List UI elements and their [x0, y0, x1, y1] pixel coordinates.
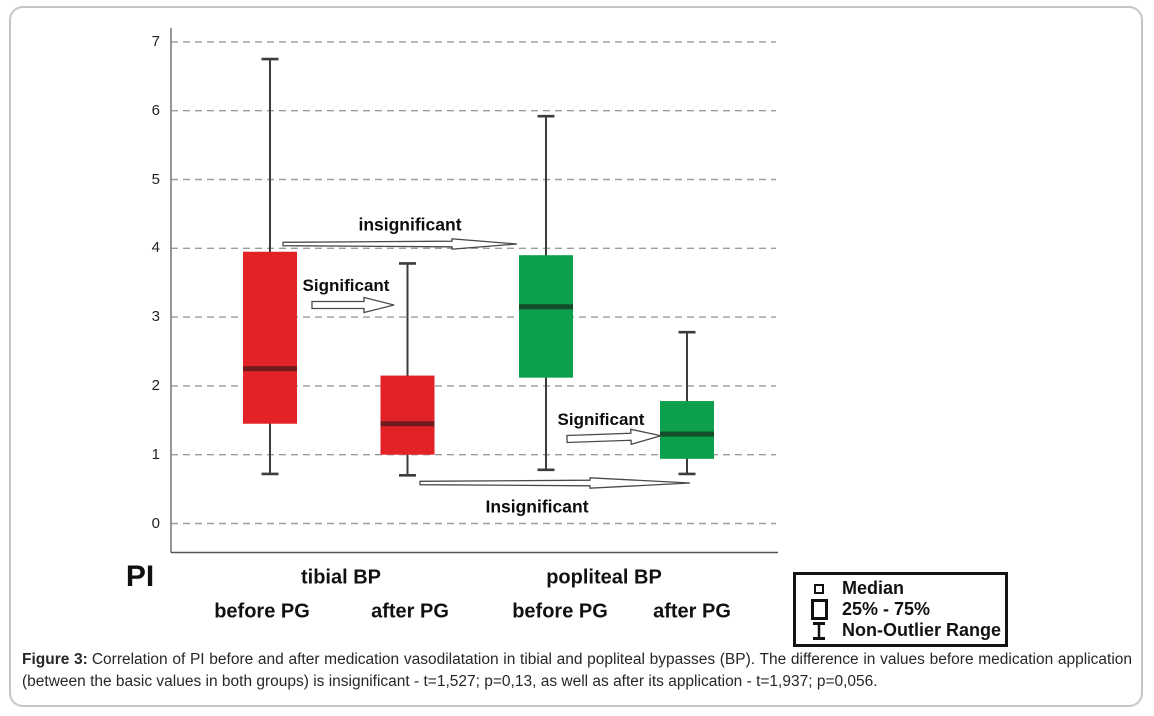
y-tick-label-3: 3 — [151, 308, 160, 326]
y-axis-title: PI — [125, 560, 155, 593]
legend-box: Median 25% - 75% Non-Outlier Range — [793, 572, 1008, 647]
figure-border — [9, 6, 1143, 707]
box-popliteal-bp-after-pg — [660, 401, 714, 459]
legend-label-whisker-range: Non-Outlier Range — [842, 620, 1002, 640]
group-label-tibial: tibial BP — [300, 566, 382, 589]
median-line-tibial-bp-after-pg — [380, 421, 435, 427]
y-tick-label-1: 1 — [151, 445, 160, 463]
category-label-tibial-after-pg: after PG — [371, 600, 449, 623]
arrow-insignificant-top — [282, 238, 518, 250]
y-tick-label-5: 5 — [151, 170, 160, 188]
median-line-tibial-bp-before-pg — [243, 366, 297, 372]
whisker-range-icon — [813, 621, 825, 640]
annotation-significant-left: Significant — [302, 276, 390, 295]
y-tick-label-7: 7 — [151, 32, 160, 50]
y-tick-label-0: 0 — [151, 514, 160, 532]
caption-figure-number: Figure 3: — [22, 651, 88, 668]
category-label-popliteal-after-pg: after PG — [653, 600, 731, 623]
caption-line-1: Figure 3: Correlation of PI before and af… — [22, 649, 1132, 671]
legend-item-whisker-range: Non-Outlier Range — [808, 620, 1001, 641]
box-tibial-bp-before-pg — [243, 251, 297, 424]
caption-text-1: Correlation of PI before and after medic… — [91, 651, 1133, 668]
annotation-insignificant-bottom: Insignificant — [485, 496, 589, 517]
figure-caption: Figure 3: Correlation of PI before and af… — [22, 649, 1132, 693]
median-line-popliteal-bp-after-pg — [660, 431, 714, 437]
y-tick-label-4: 4 — [151, 239, 160, 257]
category-label-tibial-before-pg: before PG — [214, 600, 310, 623]
legend-label-box-range: 25% - 75% — [842, 599, 931, 619]
annotation-significant-right: Significant — [557, 410, 645, 429]
median-marker-icon — [814, 583, 824, 594]
legend-label-median: Median — [842, 578, 905, 598]
median-line-popliteal-bp-before-pg — [519, 304, 573, 310]
arrow-significant-right — [566, 428, 662, 446]
category-label-popliteal-before-pg: before PG — [512, 600, 608, 623]
arrow-insignificant-bottom — [419, 477, 691, 489]
arrow-significant-left — [311, 296, 395, 314]
box-range-icon — [810, 599, 828, 620]
box-tibial-bp-after-pg — [380, 375, 435, 455]
y-tick-label-2: 2 — [151, 376, 160, 394]
box-popliteal-bp-before-pg — [519, 255, 573, 378]
caption-line-2: (between the basic values in both groups… — [22, 673, 878, 690]
annotation-insignificant-top: insignificant — [358, 214, 462, 235]
legend-item-box-range: 25% - 75% — [808, 599, 1001, 620]
legend-item-median: Median — [808, 578, 1001, 599]
group-label-popliteal: popliteal BP — [546, 566, 662, 589]
y-tick-label-6: 6 — [151, 101, 160, 119]
